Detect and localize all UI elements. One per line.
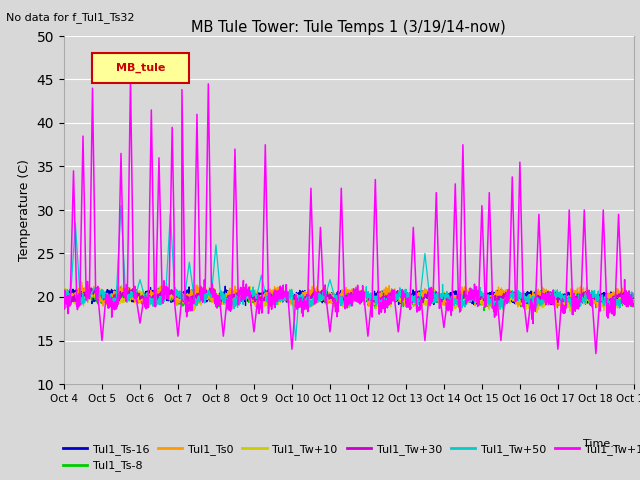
Title: MB Tule Tower: Tule Temps 1 (3/19/14-now): MB Tule Tower: Tule Temps 1 (3/19/14-now…	[191, 20, 506, 35]
Legend: Tul1_Ts-16, Tul1_Ts-8, Tul1_Ts0, Tul1_Tw+10, Tul1_Tw+30, Tul1_Tw+50, Tul1_Tw+100: Tul1_Ts-16, Tul1_Ts-8, Tul1_Ts0, Tul1_Tw…	[58, 440, 640, 476]
FancyBboxPatch shape	[93, 53, 189, 83]
Text: No data for f_Tul1_Ts32: No data for f_Tul1_Ts32	[6, 12, 135, 23]
Text: MB_tule: MB_tule	[116, 62, 166, 73]
Text: Time...: Time...	[582, 439, 621, 449]
Y-axis label: Temperature (C): Temperature (C)	[18, 159, 31, 261]
